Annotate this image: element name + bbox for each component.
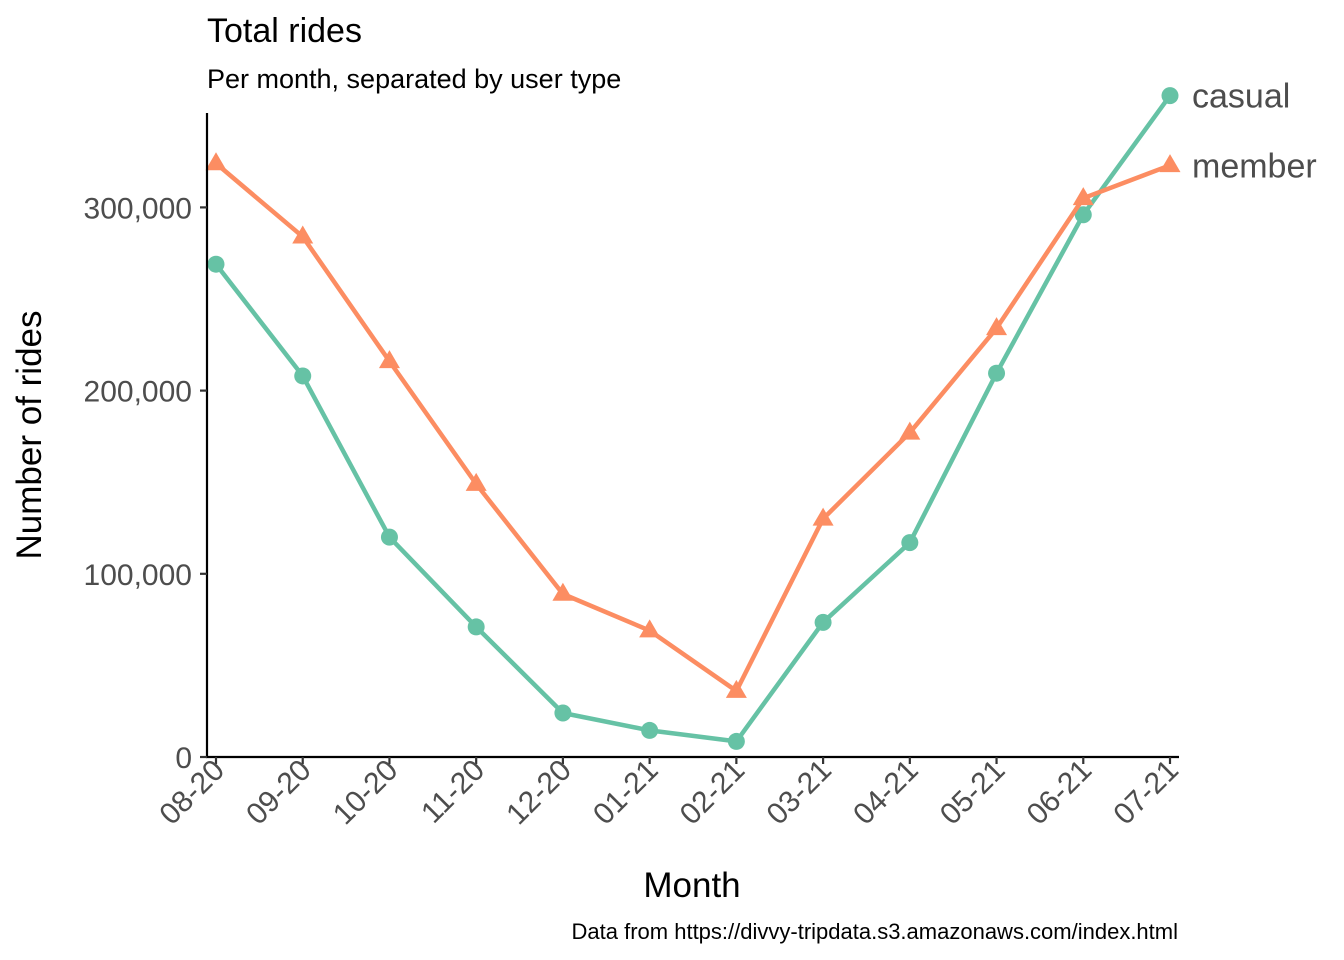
casual-point [814, 613, 832, 631]
member-point [812, 507, 834, 526]
member-point [292, 225, 314, 244]
x-tick-label: 09-20 [240, 754, 318, 832]
chart-title: Total rides [207, 12, 362, 50]
member-line [213, 161, 1173, 694]
member-point [378, 350, 400, 369]
member-point [986, 317, 1008, 336]
x-tick-label: 04-21 [847, 754, 925, 832]
casual-point [988, 364, 1006, 382]
y-axis-ticks: 0 100,000 200,000 300,000 [84, 192, 207, 775]
series-labels: casual member [1192, 78, 1317, 186]
x-tick-label: 03-21 [760, 754, 838, 832]
chart-caption: Data from https://divvy-tripdata.s3.amaz… [572, 919, 1178, 944]
member-point [465, 472, 487, 491]
x-axis-ticks: 08-20 09-20 10-20 11-20 12-20 01-21 02-21 03-21… [153, 754, 1185, 832]
member-point [205, 152, 227, 171]
plot-area: 0 100,000 200,000 300,000 08-20 09-20 10-20 11… [84, 78, 1317, 832]
series-layer [205, 87, 1181, 750]
x-tick-label: 12-20 [500, 754, 578, 832]
x-tick-label: 10-20 [327, 754, 405, 832]
x-tick-label: 05-21 [934, 754, 1012, 832]
x-tick-label: 02-21 [674, 754, 752, 832]
casual-line [213, 93, 1173, 744]
x-tick-label: 01-21 [587, 754, 665, 832]
casual-point [901, 534, 919, 552]
casual-point [467, 618, 485, 636]
casual-point [1074, 206, 1092, 224]
x-tick-label: 08-20 [153, 754, 231, 832]
casual-series-label: casual [1192, 78, 1290, 116]
chart-subtitle: Per month, separated by user type [207, 64, 621, 94]
x-tick-label: 06-21 [1021, 754, 1099, 832]
member-point [725, 679, 747, 698]
y-tick-label: 0 [175, 742, 192, 775]
casual-point [727, 732, 745, 750]
member-series-label: member [1192, 147, 1317, 185]
member-point [1159, 154, 1181, 173]
y-axis-title: Number of rides [10, 311, 49, 560]
casual-point [554, 704, 572, 722]
member-point [639, 619, 661, 638]
y-tick-label: 200,000 [84, 376, 192, 409]
y-tick-label: 100,000 [84, 559, 192, 592]
member-point [552, 582, 574, 601]
casual-point [641, 721, 659, 739]
member-point [1072, 187, 1094, 206]
casual-point [207, 255, 225, 273]
member-point [899, 421, 921, 440]
y-tick-label: 300,000 [84, 192, 192, 225]
x-tick-label: 11-20 [415, 754, 491, 830]
x-tick-label: 07-21 [1107, 754, 1185, 832]
casual-point [380, 528, 398, 546]
casual-point [1161, 87, 1179, 105]
casual-point [294, 367, 312, 385]
x-axis-title: Month [643, 866, 740, 905]
